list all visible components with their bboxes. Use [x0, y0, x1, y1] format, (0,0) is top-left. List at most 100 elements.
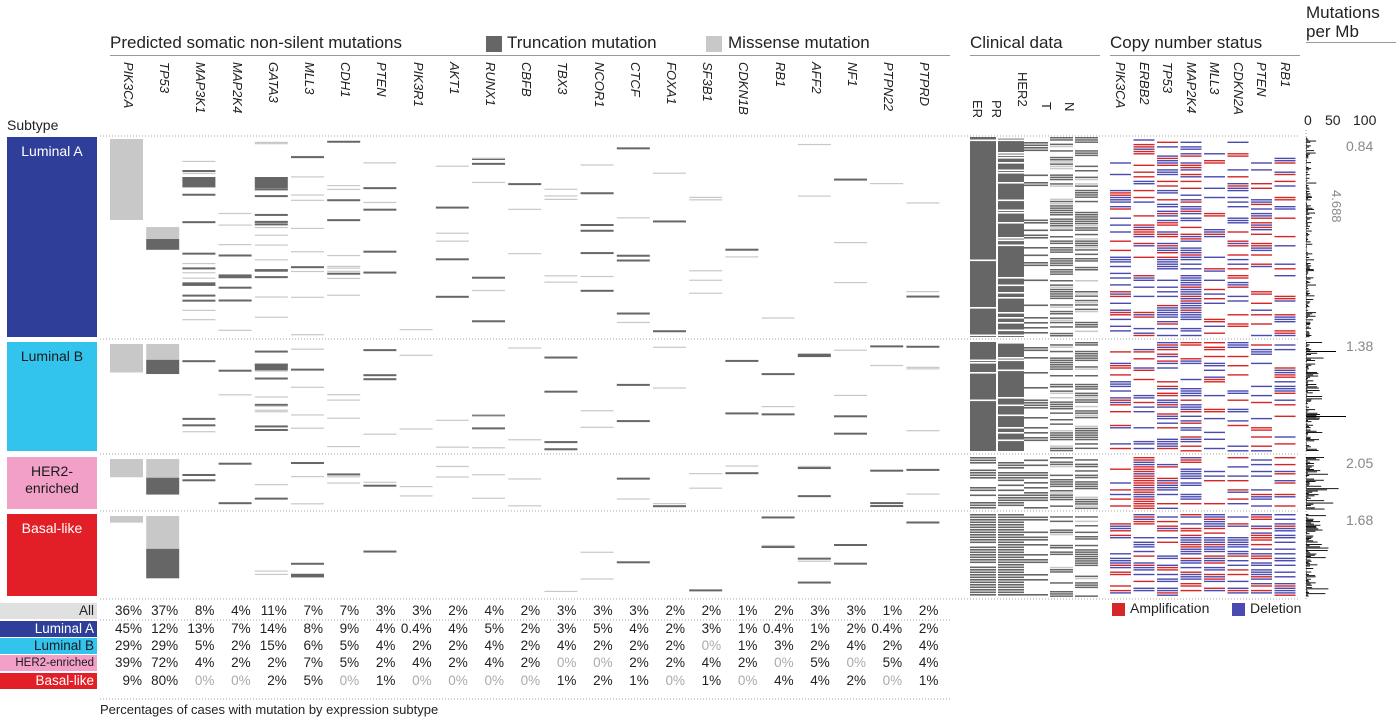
cnv-MAP2K4-1 [1180, 436, 1202, 438]
cnv-PIK3CA-3 [1110, 560, 1131, 562]
mut-NF1-0-2 [834, 178, 867, 181]
clin-tn-0 [1050, 286, 1073, 289]
mut-PTPRD-1-0 [906, 430, 940, 432]
cnv-PIK3CA-1 [1110, 374, 1131, 376]
clin-tn-0 [1075, 280, 1098, 282]
percent-cell: 1% [737, 638, 758, 653]
cnv-RB1-3 [1274, 527, 1296, 530]
percent-cell: 0% [737, 673, 758, 688]
cnv-MAP2K4-0 [1180, 327, 1202, 330]
mut-CDKN1B-0-0 [725, 256, 759, 258]
cnv-TP53-1 [1157, 381, 1178, 383]
cnv-RB1-0 [1274, 321, 1296, 323]
tmb-bar-2 [1306, 471, 1317, 473]
mut-TBX3-0-2 [544, 195, 578, 197]
cnv-TP53-0 [1157, 311, 1178, 314]
truncation-legend-swatch [486, 36, 502, 52]
percent-cell: 0% [846, 655, 866, 670]
cnv-TP53-0 [1157, 203, 1178, 206]
mut-GATA3-1-0 [254, 350, 288, 353]
tmb-bar-0 [1306, 277, 1314, 279]
mut-PTPN22-2-2 [870, 469, 904, 472]
tmb-bar-0 [1306, 312, 1317, 314]
clin-tn-0 [1050, 145, 1073, 148]
cnv-TP53-0 [1157, 245, 1178, 247]
clin-tn-0 [1050, 203, 1073, 205]
clin-1-0 [998, 157, 1024, 159]
cnv-PTEN-1 [1251, 436, 1272, 438]
cnv-MAP2K4-0 [1180, 148, 1202, 150]
cnv-RB1-1 [1274, 348, 1296, 351]
tmb-bar-1 [1306, 398, 1323, 400]
clin-tn-0 [1050, 293, 1073, 295]
mut-CBFB-1-1 [508, 347, 542, 349]
tmb-bar-3 [1306, 523, 1314, 525]
clin-0-2 [970, 504, 996, 507]
tmb-bar-0 [1306, 247, 1307, 249]
tmb-bar-0 [1306, 296, 1307, 298]
cnv-TP53-0 [1157, 291, 1178, 293]
tmb-bar-1 [1306, 385, 1309, 387]
mut-TP53-3-t [146, 548, 180, 579]
mut-FOXA1-2-0 [653, 503, 686, 505]
mut-CTCF-1-1 [616, 420, 650, 423]
cnv-RB1-0 [1274, 300, 1296, 302]
tmb-bar-2 [1306, 467, 1310, 469]
clin-0-3 [970, 556, 996, 559]
tmb-bar-0 [1306, 235, 1309, 237]
tmb-bar-3 [1306, 582, 1316, 584]
clin-her2-1 [1024, 437, 1048, 439]
tmb-bar-1 [1306, 396, 1323, 397]
cnv-MAP2K4-0 [1180, 155, 1202, 157]
cnv-TP53-1 [1157, 440, 1178, 443]
mut-GATA3-0-3 [254, 223, 288, 226]
cnv-ERBB2-0 [1133, 277, 1155, 279]
cnv-PTEN-0 [1251, 245, 1272, 247]
cnv-RB1-1 [1274, 443, 1296, 445]
cnv-PTEN-3 [1251, 553, 1272, 555]
clin-0-3 [970, 531, 996, 534]
tmb-bar-1 [1306, 388, 1308, 390]
cnv-CDKN2A-0 [1227, 141, 1249, 143]
clin-tn-1 [1075, 425, 1098, 428]
cnv-ERBB2-0 [1133, 148, 1155, 150]
percent-cell: 1% [882, 603, 903, 618]
mut-MAP3K1-0-blk [182, 177, 216, 188]
cnv-TP53-1 [1157, 353, 1178, 355]
clin-tn-3 [1075, 531, 1098, 534]
tmb-bar-3 [1306, 568, 1314, 569]
clin-1-3 [998, 566, 1024, 569]
cnv-PTEN-3 [1251, 537, 1272, 539]
clin-tn-3 [1075, 577, 1098, 580]
tmb-bar-0 [1306, 302, 1310, 304]
cnv-CDKN2A-3 [1227, 569, 1249, 571]
clin-0-3 [970, 561, 996, 564]
cnv-RB1-3 [1274, 587, 1296, 589]
tmb-bar-2 [1306, 476, 1308, 478]
clin-1-3 [998, 554, 1024, 556]
mut-GATA3-2-1 [254, 497, 288, 500]
cnv-MAP2K4-2 [1180, 496, 1202, 498]
percent-cell: 80% [151, 673, 179, 688]
mut-PTPRD-1-2 [906, 368, 940, 370]
percent-cell: 2% [665, 621, 685, 636]
clin-her2-0 [1024, 322, 1048, 324]
clin-1-3 [998, 574, 1024, 576]
mut-MAP3K1-0-3 [182, 172, 216, 175]
cnv-CDKN2A-1 [1227, 342, 1249, 344]
tmb-bar-0 [1306, 276, 1307, 278]
cnv-MLL3-0 [1204, 160, 1225, 162]
tmb-bar-3 [1306, 541, 1318, 543]
percent-cell: 1% [737, 621, 758, 636]
percent-cell: 3% [593, 603, 613, 618]
cnv-MLL3-0 [1204, 162, 1225, 164]
tmb-bar-3 [1306, 592, 1309, 593]
tmb-bar-3 [1306, 577, 1308, 579]
tmb-bar-0 [1306, 293, 1311, 294]
tmb-bar-1 [1306, 406, 1309, 408]
mut-NCOR1-1-1 [580, 426, 614, 428]
percent-cell: 2% [629, 655, 649, 670]
cnv-MLL3-1 [1204, 408, 1225, 411]
percent-cell: 14% [259, 621, 287, 636]
tmb-bar-0 [1306, 188, 1310, 190]
